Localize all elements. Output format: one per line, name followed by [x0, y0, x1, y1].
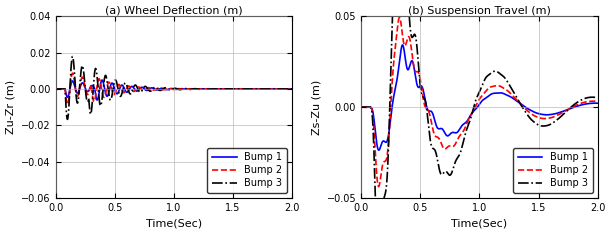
- Bump 3: [594, 96, 601, 99]
- Bump 1: [534, 112, 541, 115]
- Bump 2: [448, 145, 455, 148]
- Y-axis label: Zs-Zu (m): Zs-Zu (m): [311, 80, 321, 135]
- Legend: Bump 1, Bump 2, Bump 3: Bump 1, Bump 2, Bump 3: [208, 148, 287, 193]
- Line: Bump 3: Bump 3: [361, 0, 598, 234]
- Bump 3: [95, 93, 103, 96]
- Bump 2: [396, 16, 403, 19]
- X-axis label: Time(Sec): Time(Sec): [452, 219, 508, 228]
- Bump 2: [95, 77, 103, 80]
- Bump 3: [69, 55, 76, 58]
- Bump 1: [206, 88, 213, 90]
- Bump 2: [594, 100, 601, 103]
- Bump 1: [194, 88, 201, 91]
- Bump 3: [499, 75, 507, 77]
- Bump 2: [142, 88, 150, 91]
- Bump 3: [52, 88, 59, 90]
- Bump 1: [499, 92, 507, 95]
- Bump 1: [288, 88, 296, 90]
- Bump 1: [52, 88, 59, 90]
- Bump 3: [511, 93, 519, 96]
- Line: Bump 1: Bump 1: [361, 45, 598, 150]
- Bump 3: [448, 172, 455, 175]
- Bump 1: [357, 106, 365, 109]
- Bump 2: [357, 106, 365, 109]
- Bump 2: [375, 185, 382, 188]
- Bump 2: [229, 88, 236, 91]
- Bump 2: [194, 88, 201, 90]
- Bump 1: [98, 79, 106, 81]
- Bump 3: [247, 88, 254, 91]
- Bump 1: [93, 99, 101, 101]
- Bump 2: [499, 86, 507, 89]
- Bump 2: [288, 88, 296, 90]
- Bump 1: [594, 102, 601, 105]
- Bump 2: [52, 88, 59, 90]
- Bump 2: [534, 116, 541, 119]
- Title: (a) Wheel Deflection (m): (a) Wheel Deflection (m): [105, 6, 243, 15]
- Bump 1: [399, 44, 406, 46]
- Bump 1: [511, 99, 519, 101]
- Bump 3: [534, 123, 541, 126]
- Bump 1: [229, 88, 236, 90]
- Bump 1: [552, 112, 560, 115]
- Bump 2: [69, 72, 76, 75]
- Bump 3: [194, 88, 201, 91]
- Bump 1: [247, 88, 254, 90]
- Bump 1: [401, 49, 408, 52]
- X-axis label: Time(Sec): Time(Sec): [146, 219, 202, 228]
- Bump 1: [142, 89, 150, 92]
- Bump 2: [552, 115, 560, 117]
- Bump 1: [95, 94, 102, 97]
- Y-axis label: Zu-Zr (m): Zu-Zr (m): [5, 80, 15, 134]
- Bump 1: [448, 131, 455, 134]
- Bump 2: [64, 103, 71, 106]
- Bump 2: [401, 43, 408, 46]
- Bump 2: [247, 88, 254, 90]
- Bump 3: [552, 119, 560, 122]
- Bump 3: [142, 85, 150, 88]
- Bump 2: [511, 97, 519, 100]
- Bump 2: [206, 88, 213, 90]
- Bump 3: [206, 88, 213, 91]
- Bump 3: [357, 106, 365, 109]
- Line: Bump 2: Bump 2: [361, 18, 598, 186]
- Line: Bump 1: Bump 1: [56, 80, 292, 100]
- Bump 3: [229, 88, 236, 90]
- Line: Bump 2: Bump 2: [56, 73, 292, 104]
- Bump 1: [375, 149, 382, 152]
- Legend: Bump 1, Bump 2, Bump 3: Bump 1, Bump 2, Bump 3: [513, 148, 593, 193]
- Line: Bump 3: Bump 3: [56, 56, 292, 119]
- Title: (b) Suspension Travel (m): (b) Suspension Travel (m): [408, 6, 551, 15]
- Bump 3: [288, 88, 296, 90]
- Bump 3: [64, 118, 71, 121]
